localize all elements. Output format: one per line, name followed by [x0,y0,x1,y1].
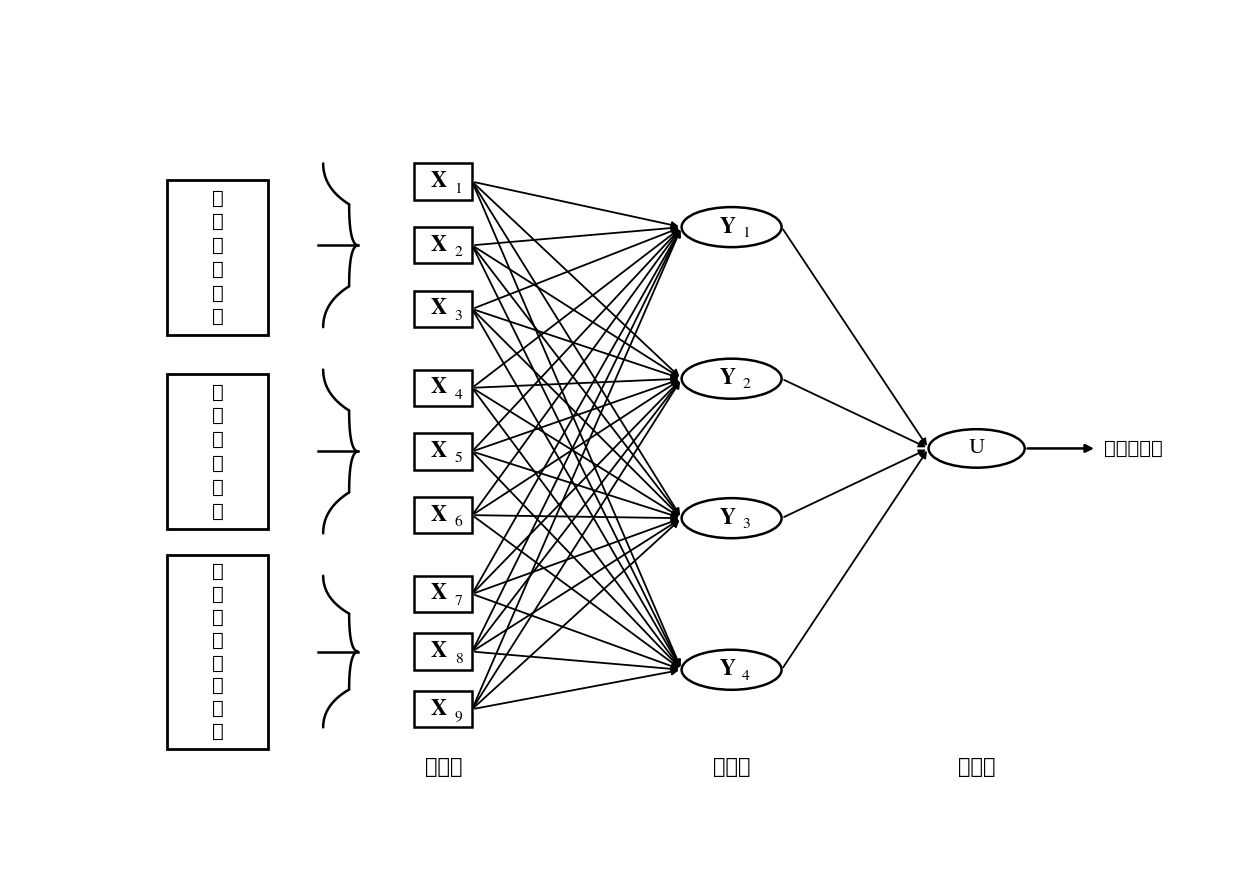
Text: 4: 4 [455,388,463,402]
FancyBboxPatch shape [414,633,472,669]
FancyBboxPatch shape [414,370,472,406]
Ellipse shape [929,430,1024,467]
Text: X: X [430,377,446,399]
Text: X: X [430,441,446,462]
Text: Y: Y [719,368,735,389]
Text: 优化层: 优化层 [713,757,750,777]
Text: X: X [430,298,446,319]
Text: X: X [430,171,446,192]
Text: 数: 数 [212,722,223,741]
FancyBboxPatch shape [414,433,472,469]
Text: 1: 1 [742,227,750,240]
Text: 3: 3 [455,310,463,323]
Text: 车: 车 [212,213,223,231]
Text: 操: 操 [212,383,223,401]
Text: Y: Y [719,659,735,680]
Text: 信: 信 [212,608,223,627]
Text: 部: 部 [212,585,223,604]
Text: 征: 征 [212,676,223,695]
Text: X: X [430,641,446,662]
Text: X: X [430,505,446,526]
Text: 息: 息 [212,631,223,650]
Ellipse shape [682,650,781,690]
Text: Y: Y [719,217,735,237]
FancyBboxPatch shape [414,163,472,200]
Text: 数: 数 [212,502,223,520]
FancyBboxPatch shape [414,691,472,728]
Text: 1: 1 [455,183,463,196]
Text: 参: 参 [212,699,223,718]
Text: Y: Y [719,508,735,528]
Text: 特: 特 [212,236,223,255]
Text: 消极状态値: 消极状态値 [1105,439,1163,458]
FancyBboxPatch shape [167,180,268,335]
Text: 征: 征 [212,260,223,279]
Ellipse shape [682,207,781,247]
Text: 作: 作 [212,407,223,425]
Text: X: X [430,235,446,256]
FancyBboxPatch shape [414,576,472,612]
Text: 参: 参 [212,284,223,303]
Text: 数: 数 [212,308,223,326]
Text: 征: 征 [212,454,223,473]
Text: 2: 2 [455,246,463,259]
Text: 7: 7 [455,594,463,608]
Text: 3: 3 [742,518,750,531]
Text: 4: 4 [742,669,750,683]
FancyBboxPatch shape [414,497,472,534]
Ellipse shape [682,498,781,538]
Text: 输出层: 输出层 [959,757,996,777]
Text: 6: 6 [455,516,463,529]
Text: U: U [968,438,985,459]
FancyBboxPatch shape [414,291,472,327]
Text: X: X [430,699,446,720]
FancyBboxPatch shape [167,555,268,749]
Text: 8: 8 [455,652,463,666]
FancyBboxPatch shape [414,227,472,264]
Text: 行: 行 [212,189,223,207]
Text: 起始层: 起始层 [424,757,463,777]
FancyBboxPatch shape [167,374,268,529]
Text: 2: 2 [742,378,750,392]
Text: 特: 特 [212,654,223,672]
Text: X: X [430,584,446,604]
Ellipse shape [682,359,781,399]
Text: 参: 参 [212,478,223,497]
Text: 9: 9 [455,710,463,723]
Text: 面: 面 [212,562,223,581]
Text: 特: 特 [212,430,223,449]
Text: 5: 5 [455,452,463,466]
